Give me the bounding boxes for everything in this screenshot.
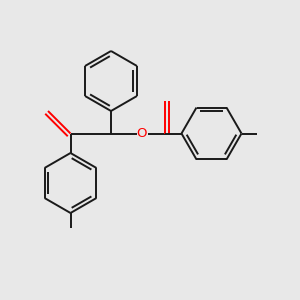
Text: O: O [136,127,147,140]
